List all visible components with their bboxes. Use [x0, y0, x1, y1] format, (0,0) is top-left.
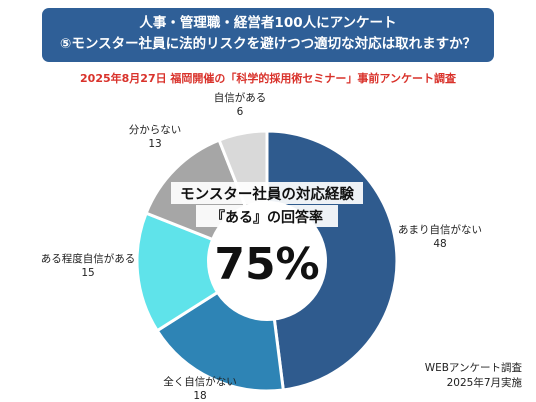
source-line-1: WEBアンケート調査 [424, 362, 522, 374]
slice-category-label: 全く自信がない [163, 375, 237, 388]
slice-value-label: 48 [433, 238, 446, 250]
donut-hole [207, 201, 327, 321]
center-subtitle: 『ある』の回答率 [211, 209, 323, 226]
source-note: WEBアンケート調査 2025年7月実施 [425, 361, 522, 391]
donut-slice [135, 211, 271, 333]
slice-category-label: 分からない [129, 124, 182, 136]
title-banner: 人事・管理職・経営者100人にアンケート ⑤モンスター社員に法的リスクを避けつつ… [42, 8, 494, 62]
title-line-2: ⑤モンスター社員に法的リスクを避けつつ適切な対応は取れますか？ [59, 36, 477, 52]
center-title: モンスター社員の対応経験 [180, 185, 354, 203]
slice-category-label: 自信がある [214, 91, 267, 104]
slice-category-label: あまり自信がない [398, 223, 482, 236]
slice-value-label: 15 [81, 267, 94, 279]
source-line-2: 2025年7月実施 [446, 377, 522, 389]
slice-category-label: ある程度自信がある [41, 252, 136, 265]
survey-subtitle: 2025年8月27日 福岡開催の「科学的採用術セミナー」事前アンケート調査 [80, 72, 456, 85]
slice-value-label: 18 [193, 390, 206, 402]
slice-value-label: 6 [237, 106, 244, 118]
center-percentage: 75% [214, 239, 319, 290]
center-title-bg [171, 182, 363, 204]
title-line-1: 人事・管理職・経営者100人にアンケート [139, 15, 397, 31]
slice-value-label: 13 [148, 138, 161, 150]
center-subtitle-bg [196, 205, 338, 227]
